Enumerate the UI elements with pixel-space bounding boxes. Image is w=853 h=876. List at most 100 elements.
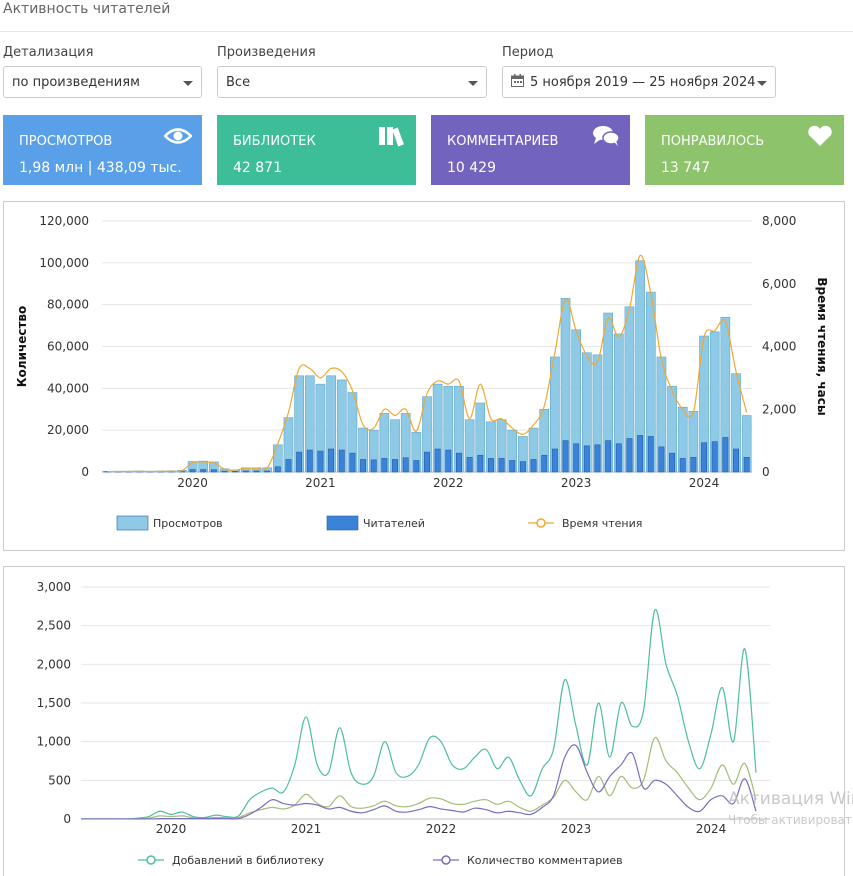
x-tick-label: 2022: [426, 822, 457, 836]
bar: [530, 459, 537, 473]
y-tick-label: 0: [81, 465, 89, 479]
detail-select[interactable]: по произведениям: [3, 66, 202, 98]
bar: [338, 449, 345, 473]
bar: [349, 452, 356, 473]
bar: [274, 466, 281, 473]
bar: [360, 459, 367, 473]
bar: [562, 440, 569, 473]
bar: [296, 451, 303, 473]
bar: [509, 460, 516, 473]
card-value: 10 429: [447, 160, 496, 176]
bar: [690, 457, 697, 473]
divider: [0, 31, 853, 32]
card-value: 1,98 млн | 438,09 тыс.: [19, 160, 182, 176]
calendar-icon: [511, 74, 524, 87]
bar: [413, 460, 420, 473]
x-tick-label: 2023: [561, 476, 592, 490]
series-line: [81, 744, 757, 820]
y-tick-label: 1,500: [37, 696, 71, 710]
bar: [605, 440, 612, 473]
y2-tick-label: 0: [762, 465, 770, 479]
bar: [370, 459, 377, 473]
x-tick-label: 2020: [156, 822, 187, 836]
period-select[interactable]: 5 ноября 2019 — 25 ноября 2024: [502, 66, 776, 98]
legend-marker: [536, 518, 546, 528]
y2-tick-label: 2,000: [762, 402, 796, 416]
bar: [679, 458, 686, 473]
caret: [468, 81, 478, 86]
bar: [541, 454, 548, 473]
bar: [456, 452, 462, 473]
page-title: Активность читателей: [3, 1, 171, 17]
select-value: по произведениям: [12, 75, 140, 90]
caret: [757, 81, 767, 86]
bar: [317, 450, 324, 473]
bar: [658, 446, 665, 473]
x-tick-label: 2021: [291, 822, 322, 836]
y-tick-label: 2,500: [37, 619, 71, 633]
filter-label: Детализация: [3, 45, 94, 60]
bar: [583, 445, 590, 473]
legend-swatch: [116, 515, 149, 531]
card-title: КОММЕНТАРИЕВ: [447, 134, 559, 149]
bar: [253, 470, 260, 473]
bar: [445, 449, 452, 473]
caret: [183, 81, 193, 86]
legend-label: Добавлений в библиотеку: [172, 854, 325, 867]
x-tick-label: 2022: [433, 476, 464, 490]
bar: [647, 436, 654, 473]
bar: [434, 448, 441, 473]
stat-card: БИБЛИОТЕК 42 871: [217, 115, 416, 185]
legend-label: Читателей: [363, 517, 425, 530]
bar: [615, 443, 622, 473]
x-tick-label: 2024: [689, 476, 720, 490]
bar: [424, 451, 430, 473]
x-tick-label: 2021: [305, 476, 336, 490]
legend-marker: [441, 855, 451, 865]
bar: [711, 441, 718, 473]
bar: [221, 470, 228, 473]
activity-chart: 0 20,000 40,000 60,000 80,000 100,000 120,000 0…: [3, 201, 845, 551]
bar: [328, 448, 335, 473]
works-select[interactable]: Все: [217, 66, 487, 98]
bar: [264, 470, 271, 473]
card-title: ПОНРАВИЛОСЬ: [661, 134, 765, 149]
bar: [701, 442, 708, 473]
bar: [242, 470, 249, 473]
legend-marker: [146, 855, 156, 865]
x-tick-label: 2023: [561, 822, 592, 836]
bar: [637, 435, 644, 473]
bar: [487, 458, 494, 473]
bar: [669, 452, 676, 473]
card-title: БИБЛИОТЕК: [233, 134, 316, 149]
bar: [519, 461, 526, 473]
y-tick-label: 1,000: [37, 735, 71, 749]
x-tick-label: 2020: [177, 476, 208, 490]
y-tick-label: 60,000: [47, 340, 89, 354]
bar: [381, 458, 388, 473]
card-title: ПРОСМОТРОВ: [19, 134, 113, 149]
bar: [733, 448, 739, 473]
y2-tick-label: 6,000: [762, 277, 796, 291]
bar: [306, 449, 313, 473]
y-tick-label: 0: [63, 812, 71, 826]
legend-label: Просмотров: [153, 517, 223, 530]
bar: [189, 469, 196, 473]
bar: [551, 448, 558, 473]
bar: [743, 457, 750, 473]
y-tick-label: 3,000: [37, 580, 71, 594]
bar: [498, 458, 505, 473]
select-value: 5 ноября 2019 — 25 ноября 2024: [530, 75, 756, 90]
legend-label: Количество комментариев: [467, 854, 623, 867]
y2-axis-title: Время чтения, часы: [815, 277, 829, 415]
y-tick-label: 40,000: [47, 381, 89, 395]
filter-label: Период: [502, 45, 554, 60]
bar: [232, 471, 239, 473]
heart-icon: [808, 125, 832, 146]
watermark: Активация Windows: [728, 789, 853, 809]
eye-icon: [164, 128, 192, 144]
bar: [594, 444, 601, 473]
y-tick-label: 80,000: [47, 298, 89, 312]
y2-tick-label: 4,000: [762, 340, 796, 354]
